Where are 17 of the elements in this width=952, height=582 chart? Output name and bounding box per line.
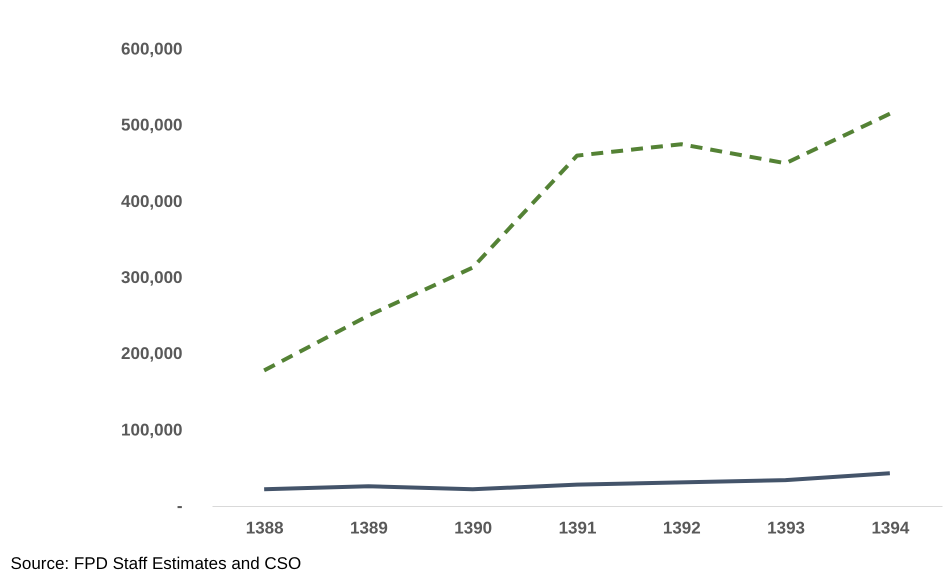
x-tick-label: 1394: [871, 518, 910, 538]
source-note: Source: FPD Staff Estimates and CSO: [10, 554, 302, 573]
y-tick-label: 300,000: [121, 268, 182, 287]
x-tick-label: 1390: [454, 518, 492, 538]
x-tick-label: 1392: [662, 518, 701, 538]
y-tick-label: 100,000: [121, 420, 182, 440]
y-tick-label: 400,000: [121, 192, 182, 211]
y-tick-label: -: [176, 496, 182, 516]
line-series: [262, 112, 892, 372]
x-tick-label: 1389: [350, 518, 388, 538]
y-tick-label: 200,000: [121, 344, 182, 364]
line-series: [262, 471, 892, 492]
x-tick-label: 1388: [246, 518, 284, 538]
x-tick-label: 1391: [558, 518, 596, 538]
x-tick-label: 1393: [767, 518, 805, 538]
y-tick-label: 500,000: [121, 116, 182, 135]
y-tick-label: 600,000: [121, 40, 182, 58]
